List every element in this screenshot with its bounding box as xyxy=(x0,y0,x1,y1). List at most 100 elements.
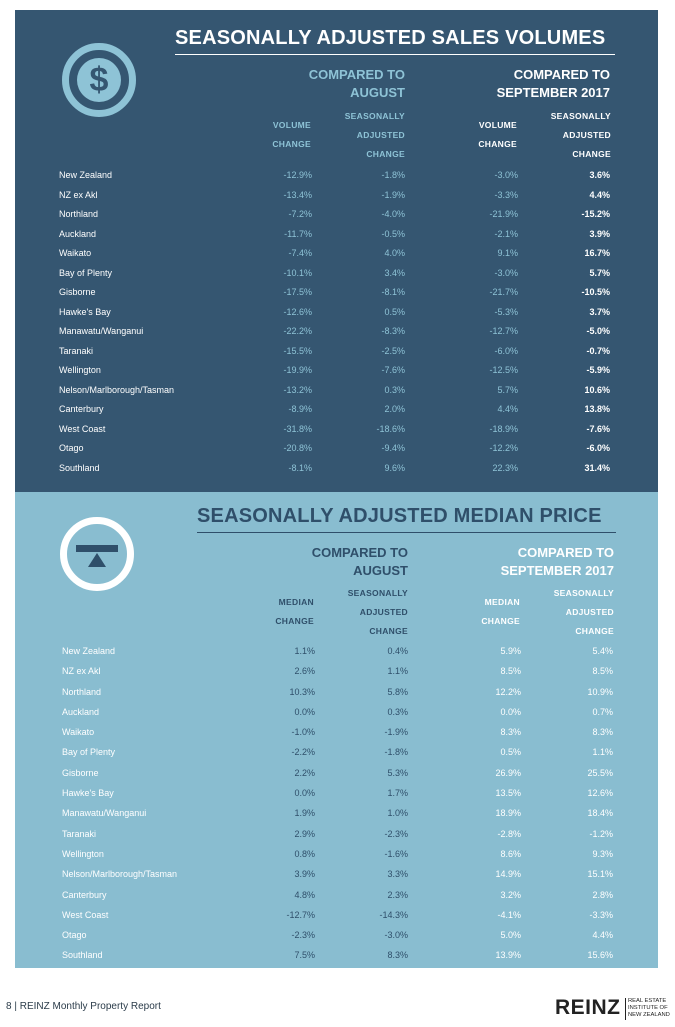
value-cell: 13.8% xyxy=(584,404,610,414)
value-cell: 4.4% xyxy=(589,189,610,200)
title-divider xyxy=(175,54,615,55)
region-label: Bay of Plenty xyxy=(62,747,116,758)
value-cell: 0.3% xyxy=(387,706,408,717)
value-cell: 8.3% xyxy=(592,727,613,738)
table-row: Gisborne 2.2% 5.3% 26.9% 25.5% xyxy=(15,764,658,784)
value-cell: 15.1% xyxy=(587,869,613,880)
value-cell: -5.3% xyxy=(494,306,518,317)
region-label: Hawke's Bay xyxy=(59,306,111,317)
sales-volumes-panel: $ SEASONALLY ADJUSTED SALES VOLUMES COMP… xyxy=(15,10,658,492)
table-row: Bay of Plenty -10.1% 3.4% -3.0% 5.7% xyxy=(15,264,658,284)
value-cell: -7.6% xyxy=(586,423,610,434)
value-cell: 1.7% xyxy=(387,788,408,799)
value-cell: -5.9% xyxy=(586,365,610,375)
column-header: SEASONALLY ADJUSTED CHANGE xyxy=(553,588,614,636)
region-label: Gisborne xyxy=(59,287,96,297)
table-row: Bay of Plenty -2.2% -1.8% 0.5% 1.1% xyxy=(15,743,658,763)
value-cell: 8.3% xyxy=(500,727,521,738)
table-row: Gisborne -17.5% -8.1% -21.7% -10.5% xyxy=(15,283,658,303)
value-cell: 1.0% xyxy=(387,808,408,819)
value-cell: 8.5% xyxy=(592,666,613,677)
table-row: Hawke's Bay 0.0% 1.7% 13.5% 12.6% xyxy=(15,784,658,804)
scale-balance-icon xyxy=(60,517,134,591)
value-cell: 5.7% xyxy=(497,384,518,395)
value-cell: 2.2% xyxy=(294,767,315,778)
value-cell: 3.7% xyxy=(589,306,610,317)
value-cell: -8.3% xyxy=(381,326,405,336)
value-cell: -3.0% xyxy=(494,267,518,278)
region-label: Bay of Plenty xyxy=(59,267,113,278)
value-cell: -12.6% xyxy=(283,306,312,317)
column-header: SEASONALLY ADJUSTED CHANGE xyxy=(347,588,408,636)
value-cell: -10.5% xyxy=(581,287,610,297)
table-row: Nelson/Marlborough/Tasman 3.9% 3.3% 14.9% 15… xyxy=(15,865,658,885)
table-row: West Coast -12.7% -14.3% -4.1% -3.3% xyxy=(15,906,658,926)
table-row: Southland 7.5% 8.3% 13.9% 15.6% xyxy=(15,946,658,966)
value-cell: -1.0% xyxy=(291,727,315,738)
value-cell: 3.4% xyxy=(384,267,405,278)
value-cell: 10.3% xyxy=(289,686,315,697)
table-row: Auckland -11.7% -0.5% -2.1% 3.9% xyxy=(15,225,658,245)
value-cell: -18.9% xyxy=(489,423,518,434)
column-header: SEASONALLY ADJUSTED CHANGE xyxy=(344,111,405,159)
value-cell: -3.3% xyxy=(494,189,518,200)
value-cell: 2.3% xyxy=(387,889,408,900)
value-cell: 5.8% xyxy=(387,686,408,697)
value-cell: 8.3% xyxy=(387,950,408,961)
region-label: Nelson/Marlborough/Tasman xyxy=(59,384,175,395)
value-cell: -0.5% xyxy=(381,228,405,239)
region-label: Manawatu/Wanganui xyxy=(62,808,147,819)
value-cell: 0.3% xyxy=(384,384,405,395)
table-row: West Coast -31.8% -18.6% -18.9% -7.6% xyxy=(15,420,658,440)
value-cell: -12.7% xyxy=(489,326,518,336)
value-cell: -8.1% xyxy=(381,287,405,297)
table-row: Southland -8.1% 9.6% 22.3% 31.4% xyxy=(15,459,658,479)
region-label: Waikato xyxy=(62,727,95,738)
value-cell: 9.6% xyxy=(384,462,405,473)
region-label: New Zealand xyxy=(62,646,116,656)
region-label: Taranaki xyxy=(62,828,97,839)
value-cell: 0.5% xyxy=(384,306,405,317)
value-cell: -21.7% xyxy=(489,287,518,297)
region-label: Northland xyxy=(59,209,99,219)
value-cell: 2.0% xyxy=(384,404,405,414)
table-row: Manawatu/Wanganui -22.2% -8.3% -12.7% -5.0% xyxy=(15,322,658,342)
value-cell: -1.9% xyxy=(381,189,405,200)
table-row: Wellington -19.9% -7.6% -12.5% -5.9% xyxy=(15,361,658,381)
table-row: Northland -7.2% -4.0% -21.9% -15.2% xyxy=(15,205,658,225)
section-title: SEASONALLY ADJUSTED SALES VOLUMES xyxy=(175,27,606,49)
value-cell: 0.5% xyxy=(500,747,521,758)
region-label: Wellington xyxy=(59,365,101,375)
value-cell: 15.6% xyxy=(587,950,613,961)
table-row: NZ ex Akl 2.6% 1.1% 8.5% 8.5% xyxy=(15,662,658,682)
value-cell: 4.8% xyxy=(294,889,315,900)
group-heading-september: COMPARED TO SEPTEMBER 2017 xyxy=(500,545,614,578)
value-cell: -2.2% xyxy=(291,747,315,758)
value-cell: 0.4% xyxy=(387,646,408,656)
group-heading-august: COMPARED TO AUGUST xyxy=(308,67,405,100)
region-label: Southland xyxy=(62,950,103,961)
region-label: Canterbury xyxy=(62,889,107,900)
value-cell: -15.2% xyxy=(581,209,610,219)
value-cell: 13.5% xyxy=(495,788,521,799)
region-label: NZ ex Akl xyxy=(59,189,98,200)
column-header: SEASONALLY ADJUSTED CHANGE xyxy=(550,111,611,159)
table-row: Waikato -7.4% 4.0% 9.1% 16.7% xyxy=(15,244,658,264)
value-cell: 3.3% xyxy=(387,869,408,880)
value-cell: 2.6% xyxy=(294,666,315,677)
value-cell: 1.9% xyxy=(294,808,315,819)
region-label: Southland xyxy=(59,462,100,473)
value-cell: -5.0% xyxy=(586,326,610,336)
value-cell: 18.4% xyxy=(587,808,613,819)
value-cell: -20.8% xyxy=(283,443,312,453)
region-label: Wellington xyxy=(62,848,104,859)
scale-glyph xyxy=(76,545,118,567)
column-header: VOLUME CHANGE xyxy=(272,120,311,149)
column-header: MEDIAN CHANGE xyxy=(275,597,314,626)
value-cell: 5.7% xyxy=(589,267,610,278)
table-row: NZ ex Akl -13.4% -1.9% -3.3% 4.4% xyxy=(15,186,658,206)
value-cell: 14.9% xyxy=(495,869,521,880)
value-cell: -1.2% xyxy=(589,828,613,839)
value-cell: -21.9% xyxy=(489,209,518,219)
reinz-logo-wordmark: REINZ xyxy=(555,996,621,1019)
